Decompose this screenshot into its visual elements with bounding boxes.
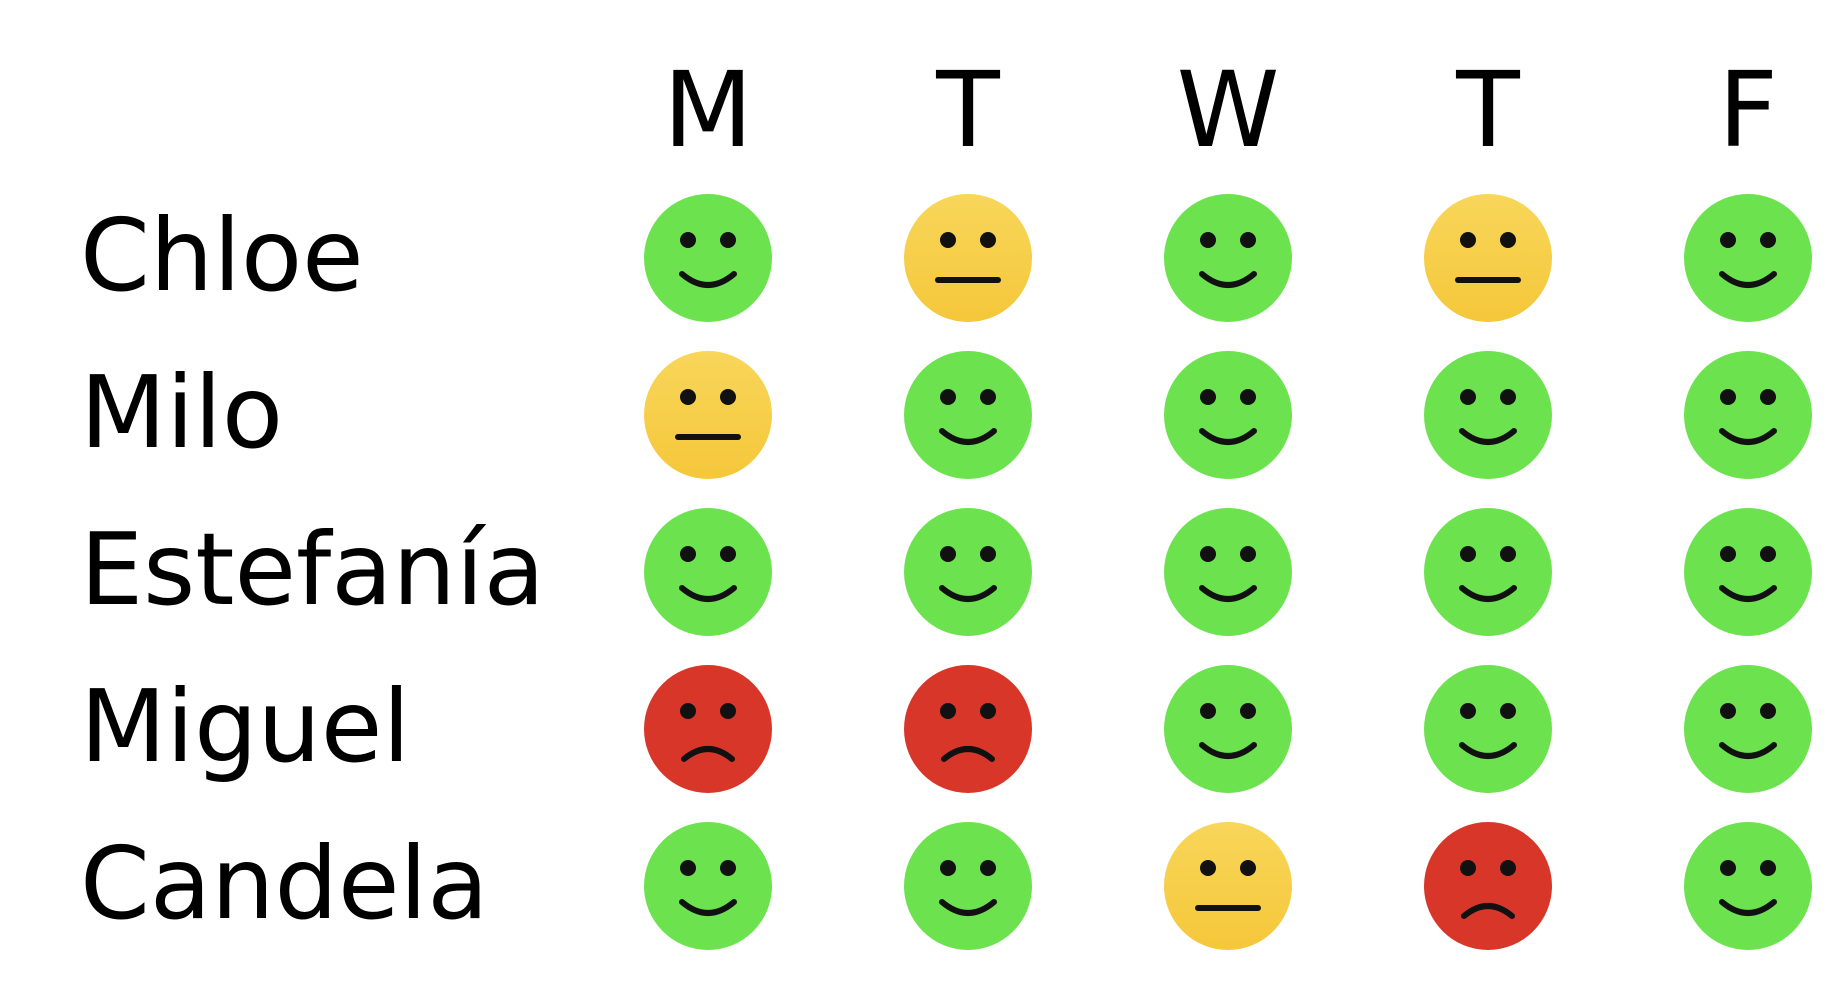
person-name: Milo (80, 354, 284, 471)
smiley-happy-icon (902, 506, 1034, 638)
smiley-sad-icon (642, 663, 774, 795)
day-header: T (1456, 49, 1520, 171)
smiley-sad-icon (1422, 820, 1554, 952)
smiley-happy-icon (642, 192, 774, 324)
smiley-happy-icon (1422, 349, 1554, 481)
smiley-happy-icon (1682, 506, 1814, 638)
smiley-happy-icon (642, 506, 774, 638)
smiley-neutral-icon (642, 349, 774, 481)
smiley-neutral-icon (1422, 192, 1554, 324)
smiley-happy-icon (902, 820, 1034, 952)
smiley-happy-icon (1682, 820, 1814, 952)
day-header: F (1718, 49, 1778, 171)
smiley-happy-icon (1162, 192, 1294, 324)
smiley-neutral-icon (902, 192, 1034, 324)
smiley-happy-icon (1682, 192, 1814, 324)
smiley-happy-icon (642, 820, 774, 952)
smiley-happy-icon (1422, 663, 1554, 795)
day-header: T (936, 49, 1000, 171)
day-header: M (663, 49, 753, 171)
person-name: Chloe (80, 197, 364, 314)
smiley-happy-icon (1682, 349, 1814, 481)
smiley-happy-icon (1162, 349, 1294, 481)
smiley-neutral-icon (1162, 820, 1294, 952)
person-name: Candela (80, 825, 489, 942)
smiley-happy-icon (1682, 663, 1814, 795)
smiley-happy-icon (1162, 663, 1294, 795)
smiley-sad-icon (902, 663, 1034, 795)
smiley-happy-icon (902, 349, 1034, 481)
smiley-happy-icon (1422, 506, 1554, 638)
person-name: Miguel (80, 668, 411, 785)
smiley-happy-icon (1162, 506, 1294, 638)
person-name: Estefanía (80, 511, 545, 628)
day-header: W (1176, 49, 1280, 171)
